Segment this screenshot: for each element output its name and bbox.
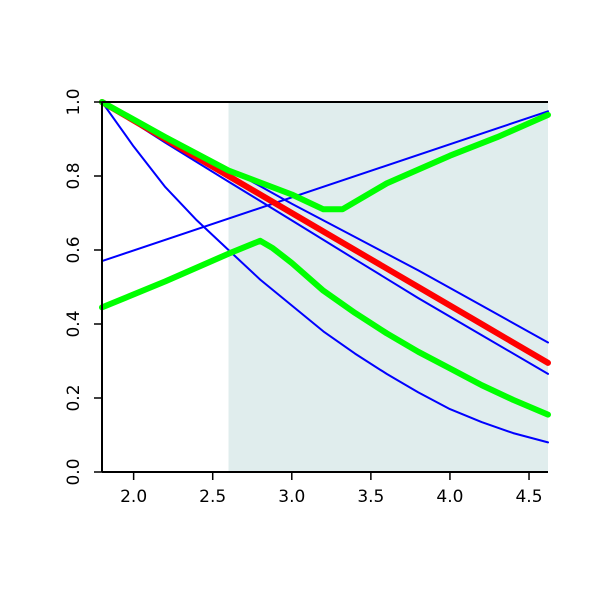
series-line-6 [99,99,551,213]
x-tick-label: 2.0 [120,487,147,507]
y-tick-label: 0.0 [64,458,84,485]
shaded-region [228,102,548,472]
x-tick-label: 3.0 [278,487,305,507]
y-tick-label: 0.6 [64,236,84,263]
x-tick-label: 3.5 [357,487,384,507]
series-line-7 [99,237,551,418]
y-tick-label: 0.2 [64,384,84,411]
y-tick-label: 0.4 [64,310,84,337]
x-tick-label: 2.5 [199,487,226,507]
axes-layer: 2.0 2.5 3.0 3.5 4.0 4.5 0.0 0.2 0.4 0.6 0.8 1.0 [64,88,548,507]
y-tick-label: 0.8 [64,162,84,189]
y-tick-label: 1.0 [64,88,84,115]
series-line-4 [101,101,549,444]
x-tick-label: 4.0 [436,487,463,507]
series-line-1 [101,110,549,263]
series-layer [99,99,551,444]
series-line-3 [101,101,549,375]
x-tick-label: 4.5 [515,487,542,507]
